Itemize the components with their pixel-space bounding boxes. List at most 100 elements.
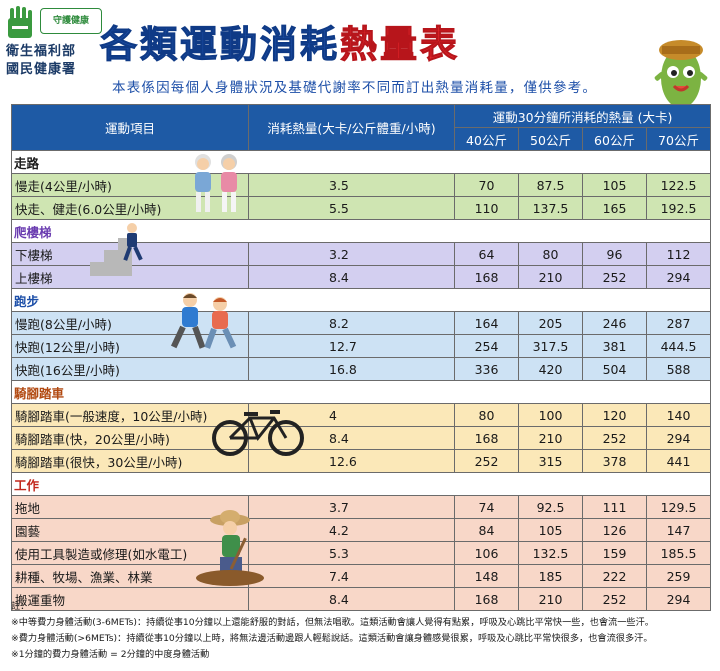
bicycle-illustration <box>212 410 304 456</box>
kcal-40kg: 168 <box>454 587 519 611</box>
kcal-60kg: 504 <box>582 357 647 381</box>
col-header-item: 運動項目 <box>11 104 249 151</box>
category-row: 騎腳踏車 <box>10 380 712 404</box>
hand-logo-icon <box>8 6 32 38</box>
kcal-50kg: 210 <box>518 265 583 289</box>
kcal-50kg: 87.5 <box>518 173 583 197</box>
category-label: 走路 <box>10 150 712 174</box>
kcal-50kg: 315 <box>518 449 583 473</box>
table-row: 搬運重物 8.4 168 210 252 294 <box>11 587 712 611</box>
header: 守護健康 衛生福利部 國民健康署 各類運動消耗熱量表 本表係因每個人身體狀況及基… <box>0 0 720 115</box>
kcal-value: 3.7 <box>248 495 455 519</box>
kcal-40kg: 84 <box>454 518 519 542</box>
kcal-60kg: 126 <box>582 518 647 542</box>
brand-badge: 守護健康 <box>40 8 102 34</box>
note-moderate-activity: ※中等費力身體活動(3-6METs)：持續從事10分鐘以上還能舒服的對話，但無法… <box>11 617 654 628</box>
calorie-table: 運動項目 消耗熱量(大卡/公斤體重/小時) 運動30分鐘所消耗的熱量 (大卡) … <box>10 104 712 611</box>
col-header-50kg: 50公斤 <box>518 127 583 151</box>
kcal-60kg: 378 <box>582 449 647 473</box>
page-subtitle: 本表係因每個人身體狀況及基礎代謝率不同而訂出熱量消耗量，僅供參考。 <box>112 80 598 96</box>
title-part-blue: 各類運動消耗 <box>100 23 340 67</box>
kcal-value: 8.4 <box>248 587 455 611</box>
activity-name: 騎腳踏車(很快，30公里/小時) <box>11 449 249 473</box>
kcal-70kg: 147 <box>645 518 712 542</box>
activity-name: 搬運重物 <box>11 587 249 611</box>
kcal-40kg: 168 <box>454 426 519 450</box>
kcal-value: 16.8 <box>248 357 455 381</box>
col-header-kcal: 消耗熱量(大卡/公斤體重/小時) <box>248 104 455 151</box>
kcal-70kg: 140 <box>645 403 712 427</box>
kcal-70kg: 444.5 <box>645 334 712 358</box>
kcal-60kg: 222 <box>582 564 647 588</box>
table-row: 使用工具製造或修理(如水電工) 5.3 106 132.5 159 185.5 <box>11 541 712 565</box>
kcal-50kg: 105 <box>518 518 583 542</box>
kcal-70kg: 294 <box>645 265 712 289</box>
kcal-70kg: 122.5 <box>645 173 712 197</box>
table-row: 騎腳踏車(快，20公里/小時) 8.4 168 210 252 294 <box>11 426 712 450</box>
table-row: 快跑(16公里/小時) 16.8 336 420 504 588 <box>11 357 712 381</box>
kcal-40kg: 164 <box>454 311 519 335</box>
kcal-40kg: 336 <box>454 357 519 381</box>
category-row: 走路 <box>10 150 712 174</box>
stair-climber-illustration <box>90 223 143 276</box>
col-header-group: 運動30分鐘所消耗的熱量 (大卡) <box>453 104 712 128</box>
table-row: 拖地 3.7 74 92.5 111 129.5 <box>11 495 712 519</box>
kcal-60kg: 111 <box>582 495 647 519</box>
kcal-70kg: 287 <box>645 311 712 335</box>
kcal-value: 8.4 <box>248 265 455 289</box>
kcal-50kg: 100 <box>518 403 583 427</box>
notes-heading: 註： <box>11 601 30 612</box>
kcal-50kg: 210 <box>518 426 583 450</box>
kcal-40kg: 106 <box>454 541 519 565</box>
kcal-value: 8.2 <box>248 311 455 335</box>
table-row: 快跑(12公里/小時) 12.7 254 317.5 381 444.5 <box>11 334 712 358</box>
kcal-60kg: 252 <box>582 587 647 611</box>
kcal-value: 3.2 <box>248 242 455 266</box>
footnotes: 註： ※中等費力身體活動(3-6METs)：持續從事10分鐘以上還能舒服的對話，… <box>11 599 710 663</box>
table-row: 騎腳踏車(一般速度，10公里/小時) 4 80 100 120 140 <box>11 403 712 427</box>
kcal-value: 3.5 <box>248 173 455 197</box>
kcal-50kg: 205 <box>518 311 583 335</box>
category-label: 騎腳踏車 <box>10 380 712 404</box>
kcal-60kg: 120 <box>582 403 647 427</box>
kcal-70kg: 294 <box>645 426 712 450</box>
table-row: 耕種、牧場、漁業、林業 7.4 148 185 222 259 <box>11 564 712 588</box>
table-row: 園藝 4.2 84 105 126 147 <box>11 518 712 542</box>
table-header: 運動項目 消耗熱量(大卡/公斤體重/小時) 運動30分鐘所消耗的熱量 (大卡) … <box>11 104 712 151</box>
kcal-70kg: 112 <box>645 242 712 266</box>
kcal-60kg: 381 <box>582 334 647 358</box>
col-header-60kg: 60公斤 <box>582 127 647 151</box>
table-row: 騎腳踏車(很快，30公里/小時) 12.6 252 315 378 441 <box>11 449 712 473</box>
kcal-60kg: 165 <box>582 196 647 220</box>
note-equivalence: ※1分鐘的費力身體活動 = 2分鐘的中度身體活動 <box>11 649 210 660</box>
note-vigorous-activity: ※費力身體活動(>6METs)：持續從事10分鐘以上時，將無法邊活動邊跟人輕鬆說… <box>11 633 653 644</box>
kcal-70kg: 294 <box>645 587 712 611</box>
kcal-70kg: 185.5 <box>645 541 712 565</box>
kcal-50kg: 420 <box>518 357 583 381</box>
kcal-70kg: 441 <box>645 449 712 473</box>
kcal-50kg: 210 <box>518 587 583 611</box>
kcal-50kg: 132.5 <box>518 541 583 565</box>
category-label: 工作 <box>10 472 712 496</box>
kcal-60kg: 105 <box>582 173 647 197</box>
kcal-40kg: 110 <box>454 196 519 220</box>
activity-name: 使用工具製造或修理(如水電工) <box>11 541 249 565</box>
kcal-40kg: 74 <box>454 495 519 519</box>
kcal-40kg: 70 <box>454 173 519 197</box>
kcal-50kg: 80 <box>518 242 583 266</box>
runners-illustration <box>170 293 237 349</box>
kcal-value: 4.2 <box>248 518 455 542</box>
col-header-70kg: 70公斤 <box>645 127 712 151</box>
kcal-value: 5.5 <box>248 196 455 220</box>
agency-name: 國民健康署 <box>6 62 77 77</box>
title-part-red: 熱量表 <box>340 23 460 67</box>
kcal-60kg: 252 <box>582 426 647 450</box>
activity-name: 園藝 <box>11 518 249 542</box>
kcal-value: 5.3 <box>248 541 455 565</box>
kcal-60kg: 159 <box>582 541 647 565</box>
ministry-name: 衛生福利部 <box>6 44 77 59</box>
category-row: 工作 <box>10 472 712 496</box>
activity-name: 騎腳踏車(一般速度，10公里/小時) <box>11 403 249 427</box>
table-row: 快走、健走(6.0公里/小時) 5.5 110 137.5 165 192.5 <box>11 196 712 220</box>
kcal-50kg: 92.5 <box>518 495 583 519</box>
